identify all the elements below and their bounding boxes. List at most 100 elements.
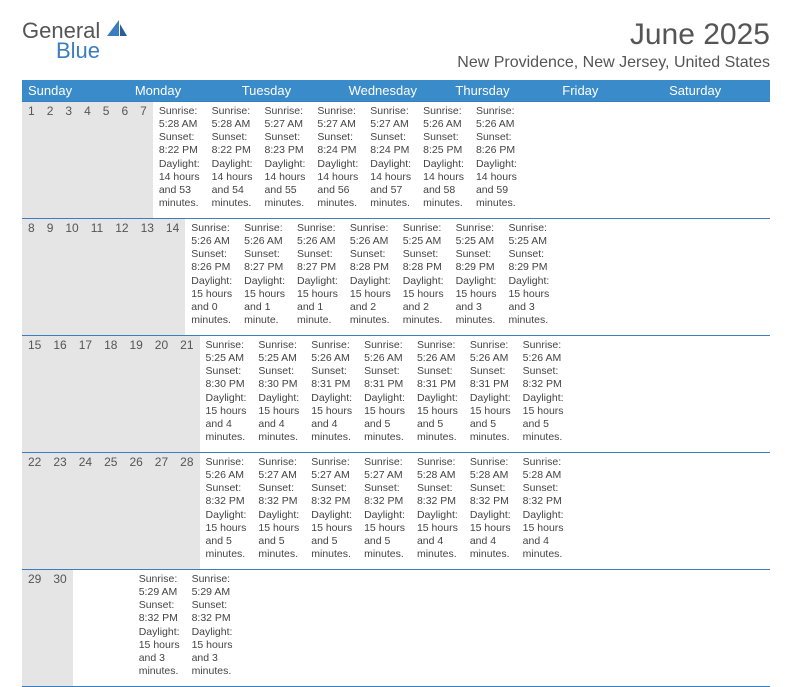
daylight-line: Daylight: 15 hours and 2 minutes.	[350, 275, 391, 328]
sunrise-line: Sunrise: 5:25 AM	[206, 339, 247, 365]
logo-text-blue: Blue	[56, 38, 129, 64]
day-number: 11	[85, 219, 109, 335]
sunrise-line: Sunrise: 5:28 AM	[159, 105, 200, 131]
sunrise-line: Sunrise: 5:28 AM	[417, 456, 458, 482]
daylight-line: Daylight: 15 hours and 3 minutes.	[456, 275, 497, 328]
day-number: 20	[149, 336, 174, 452]
sunrise-line: Sunrise: 5:28 AM	[470, 456, 511, 482]
sunset-line: Sunset: 8:22 PM	[159, 131, 200, 157]
sunset-line: Sunset: 8:32 PM	[364, 482, 405, 508]
sunrise-line: Sunrise: 5:27 AM	[265, 105, 306, 131]
day-number: 3	[59, 102, 78, 218]
day-number: 7	[134, 102, 153, 218]
sunrise-line: Sunrise: 5:27 AM	[370, 105, 411, 131]
day-cell: Sunrise: 5:25 AMSunset: 8:30 PMDaylight:…	[200, 336, 253, 452]
sunrise-line: Sunrise: 5:26 AM	[523, 339, 564, 365]
day-number: 21	[174, 336, 199, 452]
sunrise-line: Sunrise: 5:29 AM	[139, 573, 180, 599]
day-number: 1	[22, 102, 41, 218]
daylight-line: Daylight: 14 hours and 56 minutes.	[317, 158, 358, 211]
sunset-line: Sunset: 8:29 PM	[508, 248, 549, 274]
day-cell: Sunrise: 5:25 AMSunset: 8:29 PMDaylight:…	[502, 219, 555, 335]
day-number: 5	[97, 102, 116, 218]
day-number	[97, 570, 109, 686]
daylight-line: Daylight: 15 hours and 2 minutes.	[403, 275, 444, 328]
sunrise-line: Sunrise: 5:25 AM	[403, 222, 444, 248]
sunset-line: Sunset: 8:31 PM	[470, 365, 511, 391]
header: General Blue June 2025 New Providence, N…	[22, 18, 770, 72]
dow-cell: Thursday	[449, 80, 556, 101]
daylight-line: Daylight: 14 hours and 53 minutes.	[159, 158, 200, 211]
sunrise-line: Sunrise: 5:26 AM	[297, 222, 338, 248]
day-number: 24	[73, 453, 98, 569]
day-number: 8	[22, 219, 41, 335]
day-cell: Sunrise: 5:28 AMSunset: 8:32 PMDaylight:…	[464, 453, 517, 569]
day-content-band: Sunrise: 5:29 AMSunset: 8:32 PMDaylight:…	[133, 570, 299, 686]
month-title: June 2025	[457, 18, 770, 52]
day-cell: Sunrise: 5:26 AMSunset: 8:31 PMDaylight:…	[411, 336, 464, 452]
sunrise-line: Sunrise: 5:26 AM	[311, 339, 352, 365]
day-number: 12	[109, 219, 134, 335]
daylight-line: Daylight: 15 hours and 4 minutes.	[258, 392, 299, 445]
sunset-line: Sunset: 8:32 PM	[139, 599, 180, 625]
sunrise-line: Sunrise: 5:26 AM	[470, 339, 511, 365]
sunset-line: Sunset: 8:32 PM	[470, 482, 511, 508]
day-cell: Sunrise: 5:27 AMSunset: 8:24 PMDaylight:…	[311, 102, 364, 218]
day-number: 30	[47, 570, 72, 686]
week-row: 2930Sunrise: 5:29 AMSunset: 8:32 PMDayli…	[22, 569, 770, 687]
day-cell	[286, 570, 298, 686]
sunrise-line: Sunrise: 5:26 AM	[206, 456, 247, 482]
day-number	[73, 570, 85, 686]
day-content-band: Sunrise: 5:26 AMSunset: 8:32 PMDaylight:…	[200, 453, 570, 569]
sunset-line: Sunset: 8:28 PM	[350, 248, 391, 274]
day-cell	[274, 570, 286, 686]
day-cell: Sunrise: 5:27 AMSunset: 8:23 PMDaylight:…	[259, 102, 312, 218]
day-number-band: 15161718192021	[22, 336, 200, 452]
day-cell: Sunrise: 5:25 AMSunset: 8:30 PMDaylight:…	[252, 336, 305, 452]
daylight-line: Daylight: 14 hours and 55 minutes.	[265, 158, 306, 211]
week-row: 22232425262728Sunrise: 5:26 AMSunset: 8:…	[22, 452, 770, 569]
sunrise-line: Sunrise: 5:26 AM	[350, 222, 391, 248]
sunrise-line: Sunrise: 5:28 AM	[212, 105, 253, 131]
day-number: 17	[73, 336, 98, 452]
sunset-line: Sunset: 8:24 PM	[370, 131, 411, 157]
week-row: 1234567Sunrise: 5:28 AMSunset: 8:22 PMDa…	[22, 101, 770, 218]
sunset-line: Sunset: 8:32 PM	[417, 482, 458, 508]
sunset-line: Sunset: 8:31 PM	[311, 365, 352, 391]
dow-cell: Saturday	[663, 80, 770, 101]
day-number: 15	[22, 336, 47, 452]
day-cell: Sunrise: 5:26 AMSunset: 8:26 PMDaylight:…	[185, 219, 238, 335]
day-cell: Sunrise: 5:27 AMSunset: 8:32 PMDaylight:…	[358, 453, 411, 569]
day-cell: Sunrise: 5:27 AMSunset: 8:32 PMDaylight:…	[252, 453, 305, 569]
calendar-grid: SundayMondayTuesdayWednesdayThursdayFrid…	[22, 80, 770, 687]
week-row: 15161718192021Sunrise: 5:25 AMSunset: 8:…	[22, 335, 770, 452]
sunset-line: Sunset: 8:32 PM	[192, 599, 233, 625]
sunrise-line: Sunrise: 5:26 AM	[364, 339, 405, 365]
day-of-week-header: SundayMondayTuesdayWednesdayThursdayFrid…	[22, 80, 770, 101]
daylight-line: Daylight: 15 hours and 5 minutes.	[364, 392, 405, 445]
sunset-line: Sunset: 8:23 PM	[265, 131, 306, 157]
logo: General Blue	[22, 18, 129, 64]
day-cell: Sunrise: 5:26 AMSunset: 8:25 PMDaylight:…	[417, 102, 470, 218]
day-cell: Sunrise: 5:29 AMSunset: 8:32 PMDaylight:…	[133, 570, 186, 686]
sunrise-line: Sunrise: 5:27 AM	[258, 456, 299, 482]
sunset-line: Sunset: 8:32 PM	[206, 482, 247, 508]
day-number: 2	[41, 102, 60, 218]
day-cell: Sunrise: 5:26 AMSunset: 8:28 PMDaylight:…	[344, 219, 397, 335]
daylight-line: Daylight: 15 hours and 5 minutes.	[258, 509, 299, 562]
sunrise-line: Sunrise: 5:27 AM	[317, 105, 358, 131]
sunset-line: Sunset: 8:31 PM	[417, 365, 458, 391]
daylight-line: Daylight: 15 hours and 5 minutes.	[470, 392, 511, 445]
sunset-line: Sunset: 8:24 PM	[317, 131, 358, 157]
sunset-line: Sunset: 8:27 PM	[297, 248, 338, 274]
day-number: 6	[115, 102, 134, 218]
day-number-band: 2930	[22, 570, 133, 686]
day-cell	[238, 570, 250, 686]
location-subtitle: New Providence, New Jersey, United State…	[457, 54, 770, 72]
sunset-line: Sunset: 8:28 PM	[403, 248, 444, 274]
sunrise-line: Sunrise: 5:26 AM	[423, 105, 464, 131]
title-block: June 2025 New Providence, New Jersey, Un…	[457, 18, 770, 72]
day-cell: Sunrise: 5:28 AMSunset: 8:32 PMDaylight:…	[411, 453, 464, 569]
daylight-line: Daylight: 15 hours and 4 minutes.	[417, 509, 458, 562]
day-number: 14	[160, 219, 185, 335]
